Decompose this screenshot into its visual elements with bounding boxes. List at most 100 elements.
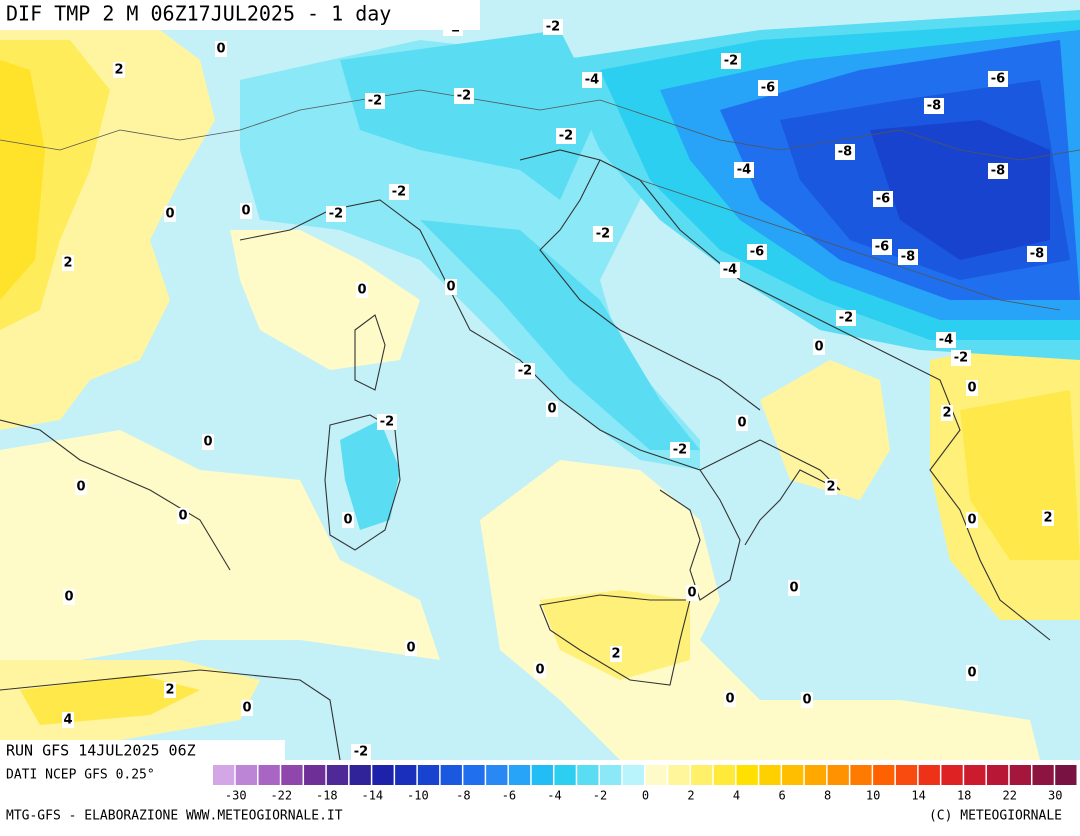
sicily (539, 594, 691, 686)
colorbar-swatch (213, 765, 235, 785)
contour-label-bg (546, 401, 558, 417)
contour-label-bg (966, 380, 978, 396)
contour-label-bg (240, 203, 252, 219)
colorbar-swatch (235, 765, 258, 785)
contour-label-bg (556, 128, 576, 144)
contour-label: -2 (457, 89, 471, 104)
colorbar-swatch (349, 765, 371, 785)
contour-label-bg (988, 71, 1008, 87)
colorbar-swatch (850, 765, 872, 785)
colorbar-swatch (372, 765, 394, 785)
contour-label: 2 (165, 683, 174, 698)
contour-label-bg (835, 144, 855, 160)
colorbar-tick-label: 22 (1002, 789, 1016, 803)
contour-label-bg (1027, 246, 1047, 262)
colorbar-swatch (281, 765, 303, 785)
colorbar-swatch (759, 765, 781, 785)
contour-label: -6 (750, 245, 764, 260)
contour-label: 0 (535, 663, 544, 678)
contour-label: -2 (839, 311, 853, 326)
colorbar-swatch (486, 765, 508, 785)
contour-label: 0 (216, 42, 225, 57)
colorbar-swatch (304, 765, 326, 785)
contour-label-bg (872, 239, 892, 255)
contour-label: 0 (64, 590, 73, 605)
contour-label: 2 (826, 480, 835, 495)
contour-label: 0 (203, 435, 212, 450)
colorbar-tick-label: -4 (547, 789, 561, 803)
contour-label-bg (113, 62, 125, 78)
contour-label: 0 (406, 641, 415, 656)
colorbar-tick-label: 4 (733, 789, 740, 803)
contour-label-bg (734, 162, 754, 178)
colorbar-swatch (645, 765, 667, 785)
contour-label-bg (202, 434, 214, 450)
contour-label: -4 (939, 333, 953, 348)
contour-label: 0 (446, 280, 455, 295)
contour-label-bg (326, 206, 346, 222)
contour-label: 0 (178, 509, 187, 524)
contour-label-bg (788, 580, 800, 596)
contour-label-bg (966, 512, 978, 528)
colorbar-tick-label: 6 (778, 789, 785, 803)
contour-label: 0 (967, 381, 976, 396)
colorbar: -30 -22 -18 -14 -10 -8 -6 -4 -2 0 2 4 6 8 10 14 18 22 30 (213, 765, 1077, 803)
contour-label-bg (721, 53, 741, 69)
contour-label-bg (670, 442, 690, 458)
contour-label-bg (873, 191, 893, 207)
contour-label: -8 (991, 164, 1005, 179)
colorbar-swatch (986, 765, 1009, 785)
title-box (0, 0, 480, 30)
corsica (354, 314, 386, 391)
contour-label-bg (164, 682, 176, 698)
contour-label: -2 (546, 20, 560, 35)
colorbar-swatch (1032, 765, 1054, 785)
contour-label-bg (356, 282, 368, 298)
contour-label: 4 (63, 713, 72, 728)
colorbar-swatch (941, 765, 963, 785)
contour-label-bg (813, 339, 825, 355)
contour-label-bg (75, 479, 87, 495)
run-info: RUN GFS 14JUL2025 06Z (6, 742, 196, 760)
contour-label-bg (924, 98, 944, 114)
colorbar-swatch (804, 765, 827, 785)
colorbar-tick-label: -30 (225, 789, 247, 803)
colorbar-tick-label: 0 (642, 789, 649, 803)
contour-labels: -2-202-2-4-6-6-2-2-8-2-8-4-8-2-600-2-2-6… (62, 19, 1054, 760)
coastlines (0, 89, 1080, 761)
contour-label: -2 (596, 227, 610, 242)
credit: MTG-GFS - ELABORAZIONE WWW.METEOGIORNALE… (6, 809, 343, 824)
contour-label: -2 (954, 351, 968, 366)
contour-label: 0 (547, 402, 556, 417)
contour-label-bg (582, 72, 602, 88)
map-field (0, 0, 1080, 760)
contour-label: 0 (725, 692, 734, 707)
colorbar-swatch (1055, 765, 1077, 785)
contour-label: -8 (901, 250, 915, 265)
run-box (0, 740, 285, 760)
contour-label: 0 (814, 340, 823, 355)
contour-label-bg (825, 479, 837, 495)
colorbar-swatch (417, 765, 440, 785)
colorbar-tick-label: 10 (866, 789, 880, 803)
contour-label-bg (936, 332, 956, 348)
colorbar-tick-label: 18 (957, 789, 971, 803)
colorbar-swatch (827, 765, 849, 785)
contour-label: -2 (673, 443, 687, 458)
contour-label-bg (610, 646, 622, 662)
contour-label-bg (62, 712, 74, 728)
colorbar-swatch (531, 765, 553, 785)
contour-label-bg (177, 508, 189, 524)
contour-label-bg (724, 691, 736, 707)
colorbar-swatch (599, 765, 622, 785)
contour-label: 0 (737, 416, 746, 431)
colorbar-tick-label: 14 (911, 789, 925, 803)
contour-label-bg (365, 93, 385, 109)
contour-label-bg (801, 692, 813, 708)
contour-label: -2 (392, 185, 406, 200)
colorbar-tick-label: -2 (593, 789, 607, 803)
contour-label-bg (747, 244, 767, 260)
contour-label-bg (534, 662, 546, 678)
colorbar-swatch (440, 765, 462, 785)
